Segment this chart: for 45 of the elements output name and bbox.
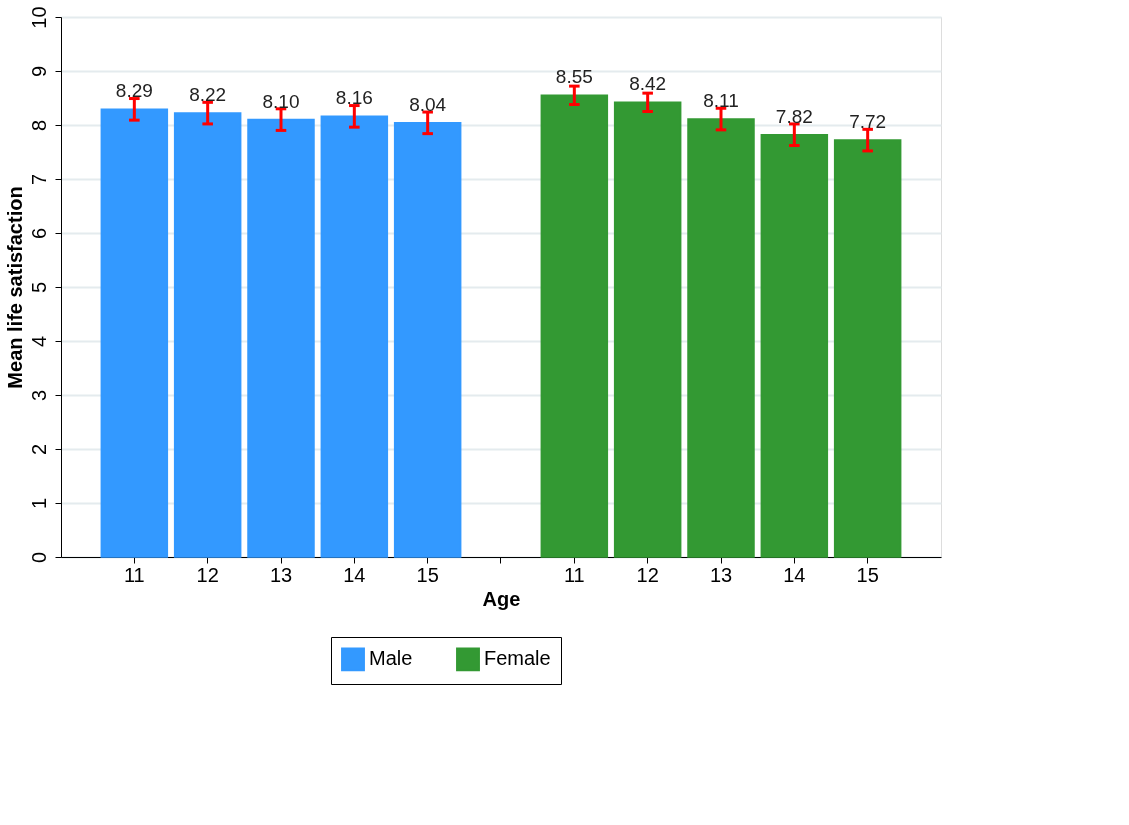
y-axis-title: Mean life satisfaction xyxy=(3,186,26,389)
data-label: 8.29 xyxy=(115,80,153,102)
x-tick-label: 12 xyxy=(636,563,659,586)
y-tick-label: 7 xyxy=(27,173,50,186)
data-label: 8.16 xyxy=(335,87,373,109)
legend-label: Male xyxy=(369,647,413,670)
data-label: 8.55 xyxy=(555,66,593,88)
bar xyxy=(687,118,755,558)
bar xyxy=(393,122,462,558)
x-tick-label: 14 xyxy=(783,563,806,586)
x-tick-label: 12 xyxy=(196,563,219,586)
y-tick-label: 0 xyxy=(27,551,50,564)
bar xyxy=(320,115,389,558)
y-tick-label: 1 xyxy=(27,497,50,510)
x-tick-label: 15 xyxy=(416,563,439,586)
y-tick-label: 4 xyxy=(27,335,50,348)
x-axis-title: Age xyxy=(482,587,521,610)
x-tick-label: 13 xyxy=(709,563,733,586)
x-tick-label: 11 xyxy=(123,563,145,586)
data-label: 7.82 xyxy=(775,105,813,127)
x-tick-label: 14 xyxy=(343,563,366,586)
bar xyxy=(247,118,315,558)
bar xyxy=(540,94,609,558)
y-tick-label: 5 xyxy=(27,281,50,294)
data-label: 8.22 xyxy=(189,84,227,106)
bar xyxy=(833,139,902,558)
y-tick-label: 2 xyxy=(27,443,50,456)
x-tick-label: 15 xyxy=(856,563,879,586)
data-label: 7.72 xyxy=(849,111,887,133)
y-tick-label: 8 xyxy=(27,119,50,132)
bar xyxy=(173,112,242,558)
data-label: 8.42 xyxy=(629,73,667,95)
bar xyxy=(100,108,169,558)
data-label: 8.10 xyxy=(262,90,300,112)
bar xyxy=(760,133,829,558)
data-label: 8.11 xyxy=(703,90,739,112)
y-tick-label: 10 xyxy=(27,6,50,29)
y-tick-label: 6 xyxy=(27,227,50,240)
x-tick-label: 13 xyxy=(269,563,293,586)
y-tick-label: 9 xyxy=(27,65,50,78)
bar xyxy=(613,101,682,558)
legend-label: Female xyxy=(484,647,551,670)
x-tick-label: 11 xyxy=(563,563,585,586)
y-tick-label: 3 xyxy=(27,389,50,402)
data-label: 8.04 xyxy=(409,93,447,115)
